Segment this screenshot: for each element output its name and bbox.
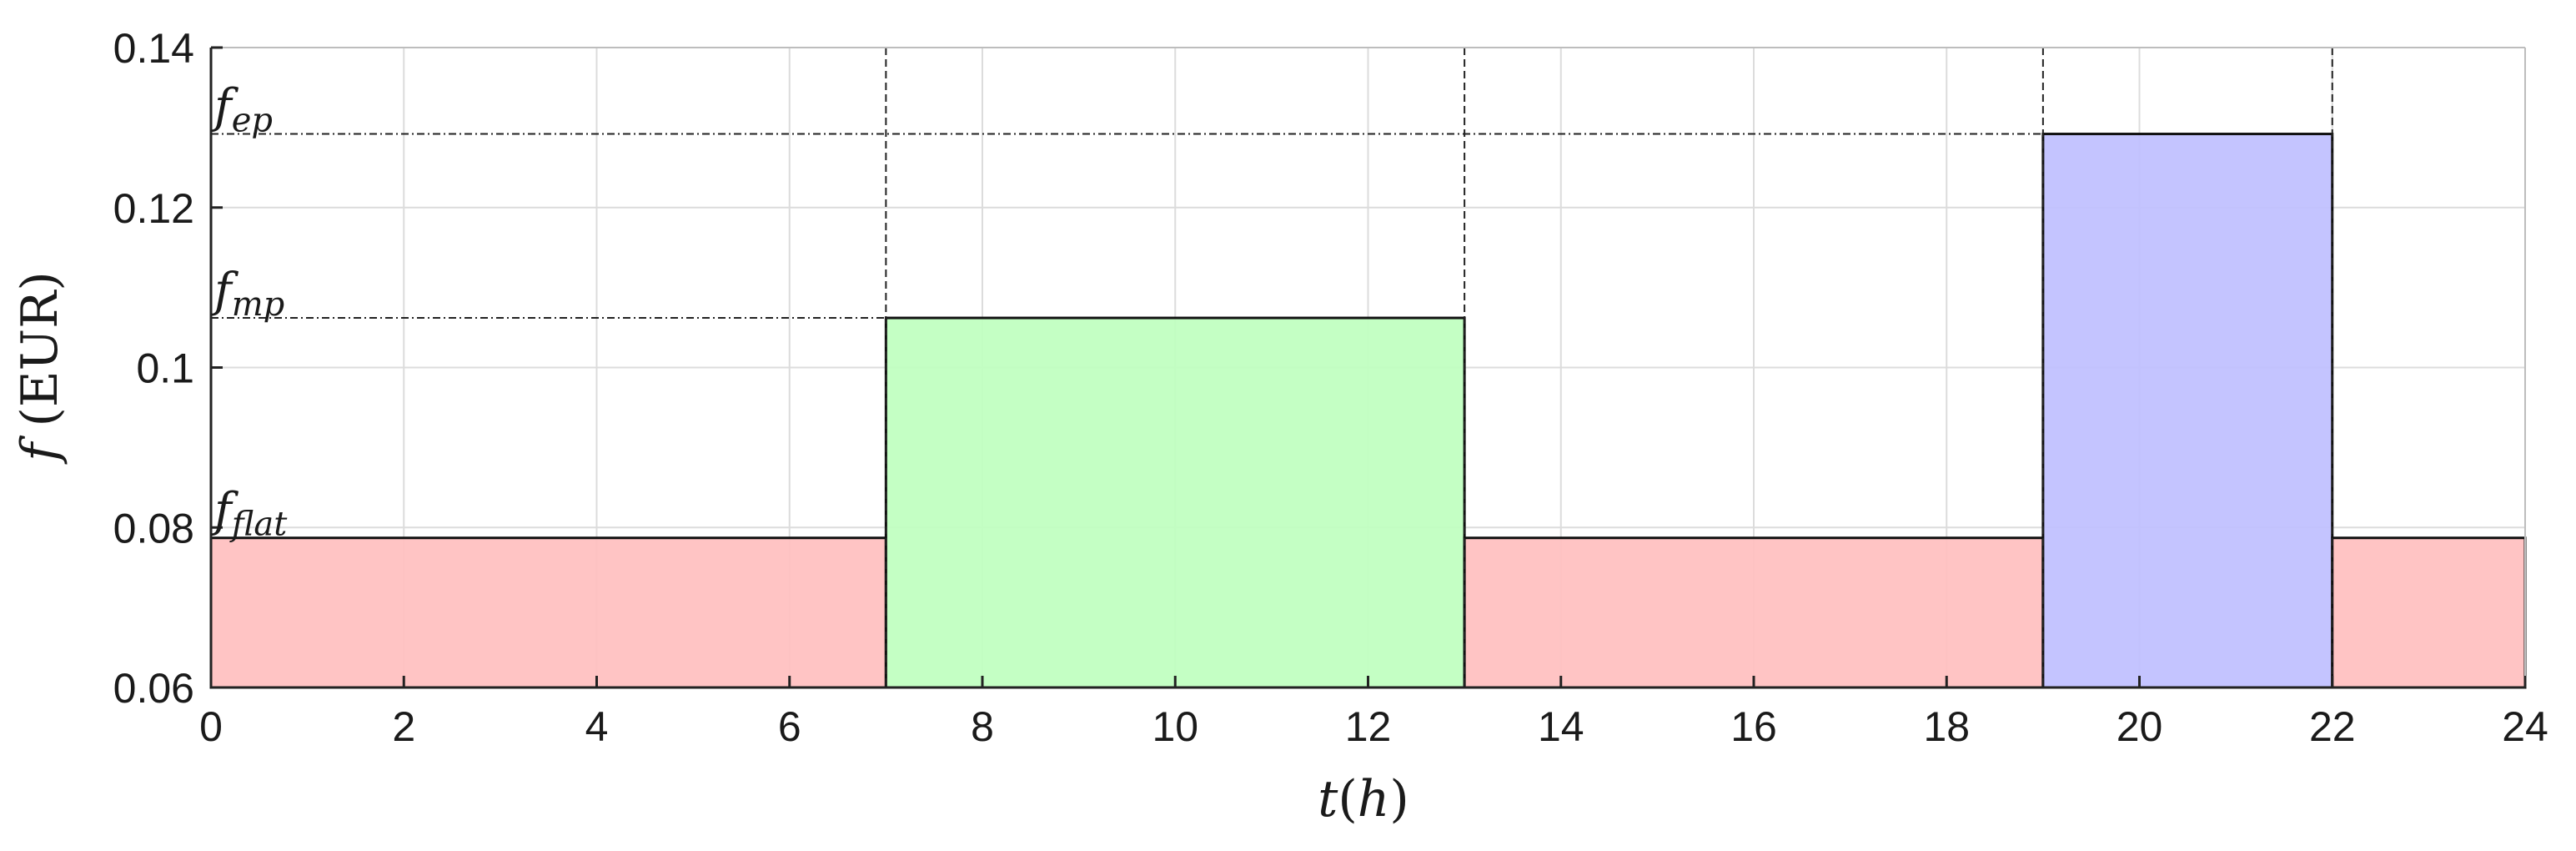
x-tick-label: 18 xyxy=(1923,703,1970,750)
y-tick-label: 0.1 xyxy=(136,345,194,392)
x-tick-label: 16 xyxy=(1730,703,1777,750)
x-tick-label: 0 xyxy=(199,703,223,750)
y-axis-label: f (EUR) xyxy=(11,271,69,465)
y-tick-labels: 0.06 0.08 0.1 0.12 0.14 xyxy=(113,25,194,712)
tick-marks xyxy=(209,46,2527,689)
tariff-bar-flat xyxy=(1463,536,2045,689)
x-tick-label: 8 xyxy=(971,703,994,750)
y-tick-label: 0.12 xyxy=(113,185,194,232)
x-tick-label: 4 xyxy=(585,703,609,750)
x-tick-label: 22 xyxy=(2309,703,2356,750)
y-tick-label: 0.14 xyxy=(113,25,194,72)
y-tick-label: 0.06 xyxy=(113,665,194,712)
x-axis-label: t(h) xyxy=(1318,770,1409,828)
x-tick-label: 6 xyxy=(778,703,801,750)
tariff-bar-mp xyxy=(884,316,1466,689)
bars xyxy=(209,133,2527,689)
tariff-bar-flat xyxy=(209,536,887,689)
x-tick-label: 12 xyxy=(1345,703,1392,750)
x-tick-label: 24 xyxy=(2502,703,2548,750)
x-tick-label: 14 xyxy=(1538,703,1584,750)
x-tick-labels: 0 2 4 6 8 10 12 14 16 18 20 22 24 xyxy=(199,703,2548,750)
x-tick-label: 10 xyxy=(1152,703,1198,750)
y-tick-label: 0.08 xyxy=(113,505,194,551)
x-tick-label: 20 xyxy=(2117,703,2163,750)
tariff-bar-ep xyxy=(2041,133,2334,689)
x-tick-label: 2 xyxy=(392,703,415,750)
level-label-mp: fmp xyxy=(211,264,284,324)
level-label-flat: fflat xyxy=(211,484,288,544)
reference-lines xyxy=(211,48,2333,687)
tariff-bar-flat xyxy=(2331,536,2527,689)
